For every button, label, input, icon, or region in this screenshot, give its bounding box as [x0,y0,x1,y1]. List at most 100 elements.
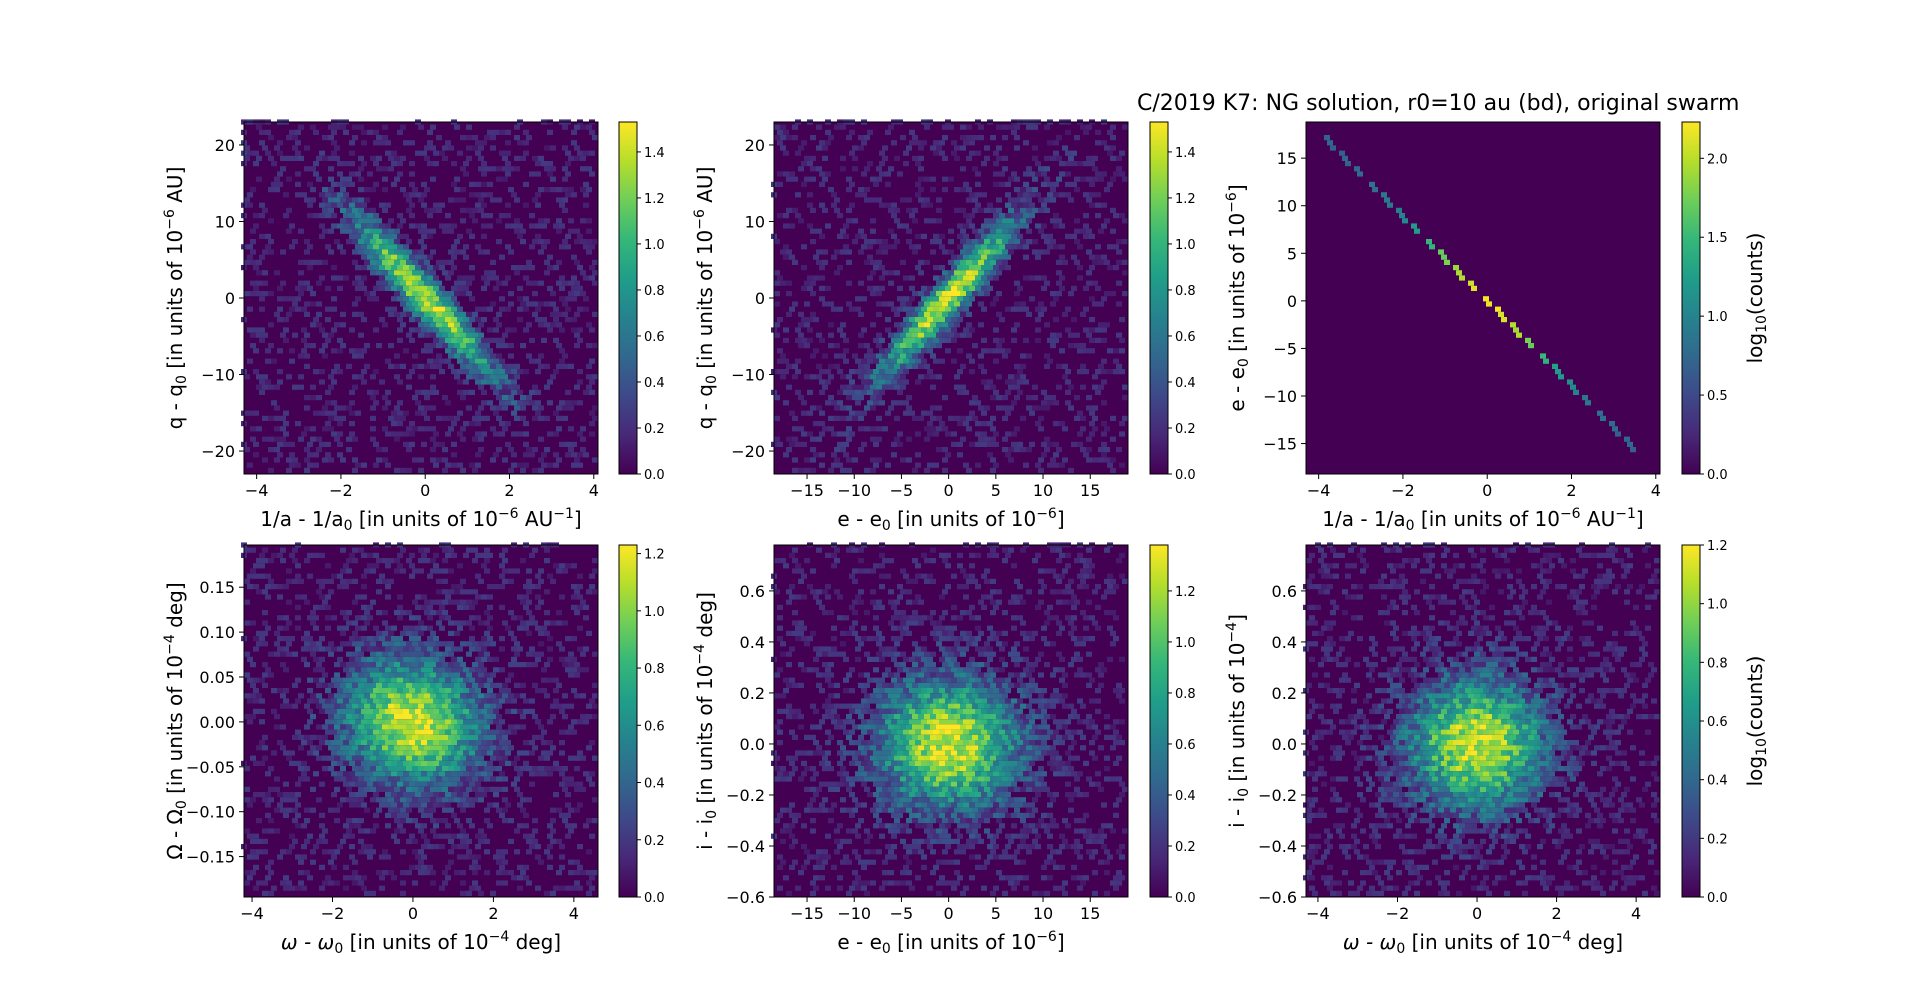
hexbin-cell [1065,129,1071,135]
hexbin-cell [406,249,412,255]
hexbin-cell [370,187,376,193]
hexbin-cell [262,589,268,595]
hexbin-cell [424,363,430,369]
hexbin-cell [424,270,430,276]
hexbin-cell [385,233,391,239]
hexbin-cell [409,656,415,662]
hexbin-cell [262,558,268,564]
hexbin-cell [987,379,993,385]
hexbin-cell [475,337,481,343]
hexbin-cell [427,233,433,239]
hexbin-cell [328,703,334,709]
hexbin-cell [502,745,508,751]
hexbin-cell [1017,233,1023,239]
hexbin-cell [457,792,463,798]
hexbin-cell [1438,249,1444,255]
hexbin-cell [789,171,795,177]
hexbin-cell [975,233,981,239]
hexbin-cell [538,568,544,574]
hexbin-cell [574,755,580,761]
hexbin-cell [493,389,499,395]
hexbin-cell [244,259,250,265]
hexbin-cell [942,291,948,297]
hexbin-cell [337,719,343,725]
hexbin-cell [1101,296,1107,302]
hexbin-cell [1014,447,1020,453]
hexbin-cell [906,436,912,442]
hexbin-cell [996,124,1002,130]
hexbin-cell [502,426,508,432]
hexbin-cell [349,677,355,683]
hexbin-cell [1002,124,1008,130]
hexbin-cell [403,740,409,746]
hexbin-cell [451,244,457,250]
hexbin-cell [412,568,418,574]
hexbin-cell [421,719,427,725]
hexbin-cell [906,145,912,151]
hexbin-cell [511,327,517,333]
hexbin-cell [939,233,945,239]
hexbin-cell [873,181,879,187]
hexbin-cell [424,280,430,286]
hexbin-cell [379,802,385,808]
hexbin-cell [975,265,981,271]
hexbin-cell [807,431,813,437]
hexbin-cell [259,129,265,135]
hexbin-cell [1324,135,1330,141]
hexbin-cell [262,384,268,390]
hexbin-cell [346,568,352,574]
hexbin-cell [819,369,825,375]
hexbin-cell [1411,223,1417,229]
hexbin-cell [478,249,484,255]
hexbin-cell [463,740,469,746]
hexbin-cell [301,327,307,333]
hexbin-cell [481,729,487,735]
hexbin-cell [337,452,343,458]
hexbin-cell [499,636,505,642]
x-axis-ticks: −15 −10 −5 0 5 10 15 [790,474,1100,500]
hexbin-cell [424,343,430,349]
hexbin-cell [346,672,352,678]
hexbin-cell [421,306,427,312]
hexbin-cell [1014,374,1020,380]
hexbin-cell [969,140,975,146]
hexbin-cell [415,327,421,333]
x-tick-label: −2 [329,481,353,500]
hexbin-cell [1014,124,1020,130]
hexbin-cell [382,630,388,636]
hexbin-cell [343,584,349,590]
hexbin-cell [457,667,463,673]
hexbin-cell [367,656,373,662]
hexbin-cell [424,207,430,213]
hexbin-cell [535,594,541,600]
hexbin-cell [433,688,439,694]
hexbin-cell [358,207,364,213]
hexbin-cell [810,135,816,141]
hexbin-cell [484,249,490,255]
hexbin-cell [1008,176,1014,182]
hexbin-cell [274,630,280,636]
hexbin-cell [373,140,379,146]
hexbin-cell [508,187,514,193]
hexbin-cell [412,426,418,432]
hexbin-cell [361,140,367,146]
hexbin-cell [415,285,421,291]
hexbin-cell [487,584,493,590]
hexbin-cell [400,218,406,224]
hexbin-cell [262,415,268,421]
hexbin-cell [310,259,316,265]
hexbin-cell [460,322,466,328]
hexbin-cell [451,584,457,590]
hexbin-cell [547,161,553,167]
hexbin-cell [556,610,562,616]
hexbin-cell [550,166,556,172]
hexbin-cell [277,584,283,590]
hexbin-cell [876,343,882,349]
hexbin-cell [256,693,262,699]
hexbin-cell [460,187,466,193]
hexbin-cell [247,150,253,156]
hexbin-cell [319,223,325,229]
hexbin-cell [388,415,394,421]
hexbin-cell [903,337,909,343]
hexbin-cell [927,421,933,427]
